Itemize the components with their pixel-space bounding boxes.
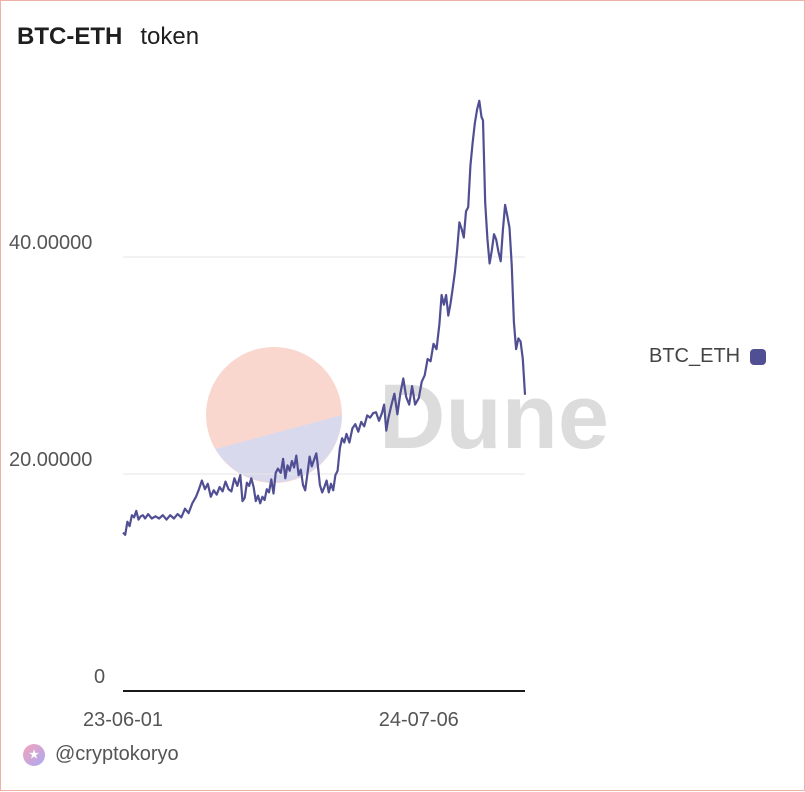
chart-subtitle: token — [140, 23, 200, 50]
chart-title: BTC-ETH — [17, 23, 123, 50]
legend-label: BTC_ETH — [649, 345, 741, 367]
footer: ★ @cryptokoryo — [23, 743, 179, 766]
watermark-text: Dune — [379, 366, 609, 468]
series-line-btc-eth — [122, 99, 527, 536]
y-tick-label: 40.00000 — [9, 232, 92, 254]
x-tick-label: 23-06-01 — [83, 709, 163, 731]
user-avatar-icon: ★ — [23, 743, 45, 766]
legend-swatch — [750, 348, 767, 365]
legend[interactable]: BTC_ETH — [649, 345, 767, 368]
y-tick-label: 0 — [94, 666, 105, 688]
y-tick-label: 20.00000 — [9, 449, 92, 471]
dune-logo-lower-half — [215, 415, 342, 483]
chart-header: BTC-ETH token — [17, 23, 199, 51]
author-handle[interactable]: @cryptokoryo — [55, 743, 179, 765]
x-tick-label: 24-07-06 — [379, 709, 459, 731]
